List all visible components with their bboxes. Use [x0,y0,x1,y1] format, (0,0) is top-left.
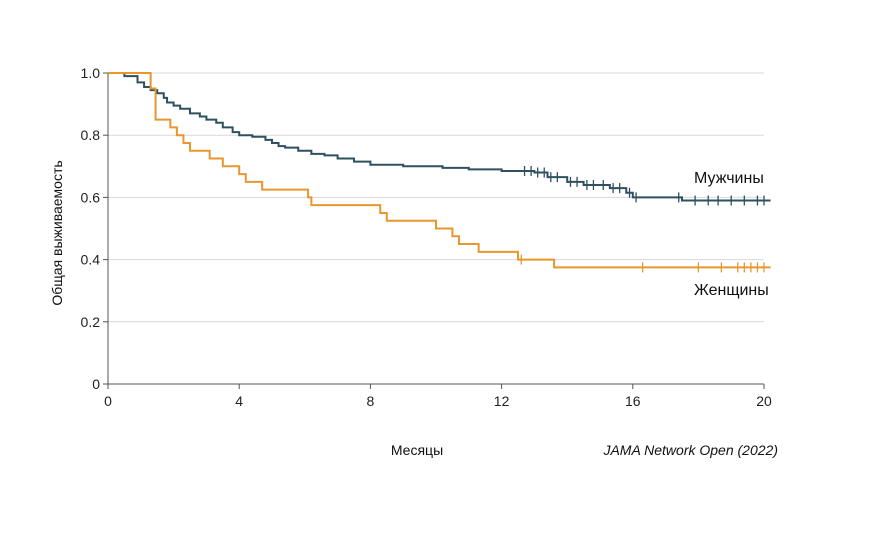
x-tick-label-3: 12 [494,393,510,409]
y-tick-label-2: 0.4 [81,252,101,268]
y-tick-label-0: 0 [92,376,100,392]
x-tick-label-2: 8 [367,393,375,409]
x-tick-label-0: 0 [104,393,112,409]
source-citation: JAMA Network Open (2022) [602,442,778,458]
series-label-men: Мужчины [694,170,764,187]
y-tick-label-3: 0.6 [81,189,101,205]
y-tick-label-5: 1.0 [81,65,101,81]
survival-line-1 [108,72,771,269]
tick-labels: 0 0.2 0.4 0.6 0.8 1.0 0 4 8 12 16 20 [81,65,772,409]
series-label-women: Женщины [694,282,769,299]
y-axis-title: Общая выживаемость [49,160,65,305]
x-tick-label-4: 16 [625,393,641,409]
survival-curves [108,72,771,273]
axes [103,72,765,389]
y-tick-label-1: 0.2 [81,314,101,330]
survival-line-0 [108,72,771,202]
x-tick-label-5: 20 [756,393,772,409]
gridlines [108,72,764,323]
x-axis-title: Месяцы [391,442,443,458]
x-tick-label-1: 4 [235,393,243,409]
series-1 [108,72,771,273]
y-tick-label-4: 0.8 [81,127,101,143]
series-0 [108,72,771,206]
